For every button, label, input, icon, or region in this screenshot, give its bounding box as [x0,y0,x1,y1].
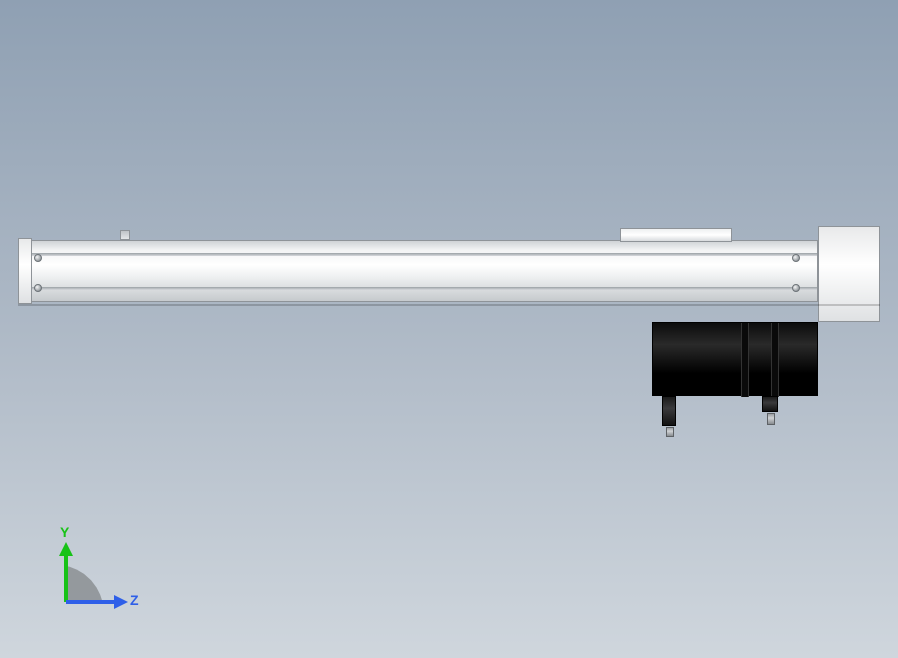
linear-rail-body [18,240,818,302]
triad-origin-arc [66,566,102,602]
ground-shadow [18,304,880,306]
rail-top-groove [19,253,817,256]
orientation-triad[interactable]: Y Z [48,530,138,620]
cad-viewport[interactable]: Y Z [0,0,898,658]
rail-bottom-groove [19,287,817,290]
limit-switch-tab [120,230,130,240]
axis-y-label: Y [60,524,69,540]
axis-y-arrow [59,542,73,556]
motor-notch [741,323,749,397]
axis-z-label: Z [130,592,139,608]
carriage-top-tab [620,228,732,242]
end-plate-left [18,238,32,304]
motor-housing [652,322,818,396]
motor-encoder-connector [762,396,778,412]
connector-tip [767,413,775,425]
screw [34,284,42,292]
screw [792,254,800,262]
motor-cable-connector [662,396,676,426]
connector-tip [666,427,674,437]
end-plate-right [818,226,880,322]
axis-y-line [64,554,68,602]
screw [792,284,800,292]
screw [34,254,42,262]
axis-z-line [66,600,114,604]
motor-notch [771,323,779,397]
axis-z-arrow [114,595,128,609]
